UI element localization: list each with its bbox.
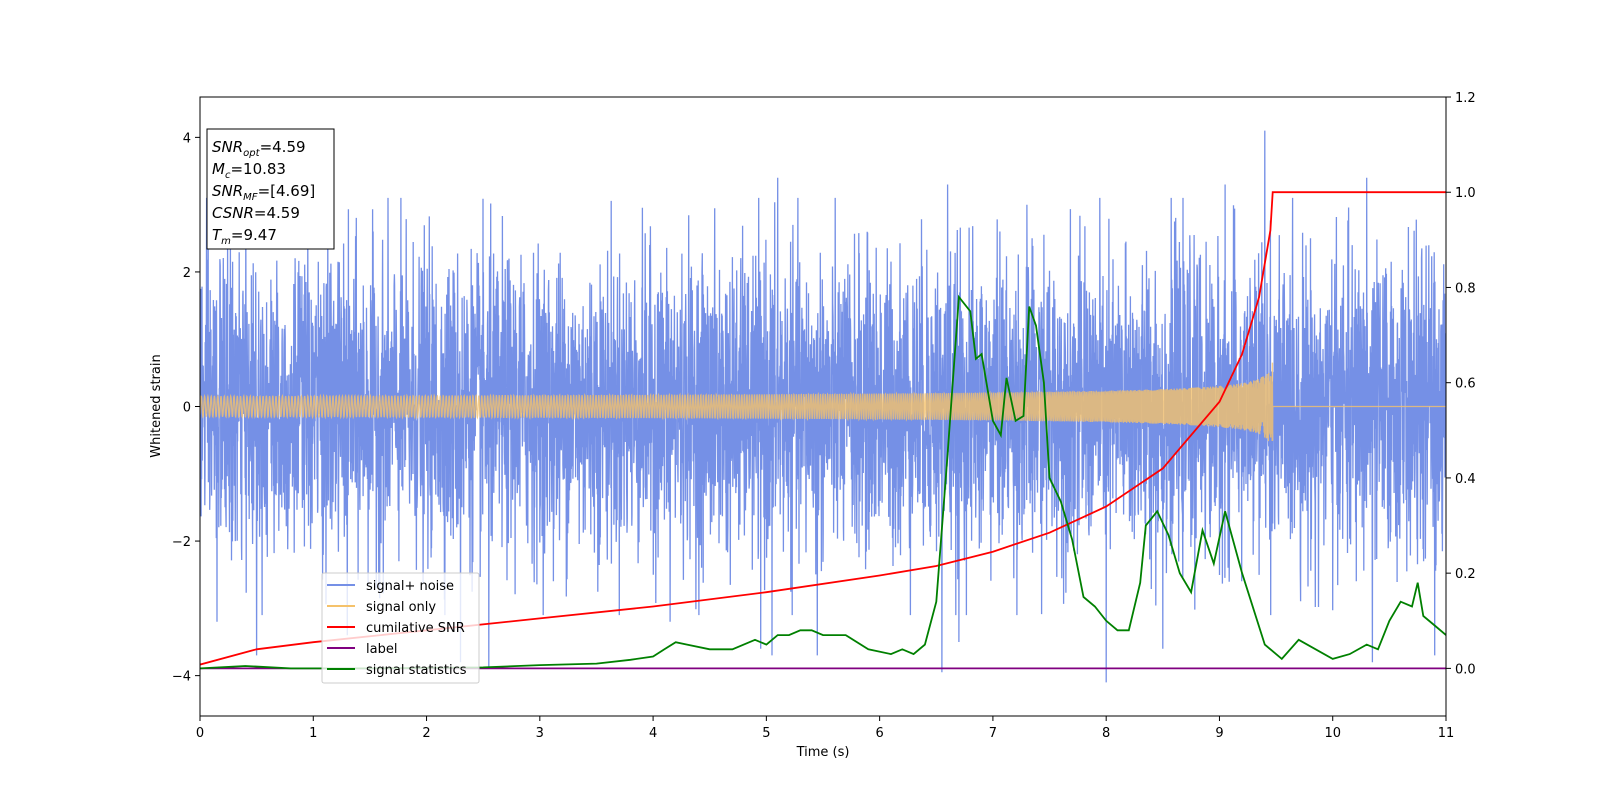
y-axis-left: −4 −2 0 2 4 [172,131,200,685]
x-tick-label: 7 [989,726,997,741]
y-tick-label: 0 [183,401,191,416]
legend: signal+ noise signal only cumilative SNR la… [321,572,480,684]
x-tick-label: 6 [875,726,883,741]
series-signal-only [200,362,1446,442]
y-axis-label: Whitened strain [149,354,164,457]
y-tick-label: 2 [183,266,191,281]
x-tick-label: 10 [1324,726,1341,741]
x-axis-label: Time (s) [796,745,850,760]
info-box: SNRopt=4.59Mc=10.83SNRMF=[4.69]CSNR=4.59… [206,128,335,250]
x-tick-label: 2 [422,726,430,741]
info-box-line: CSNR=4.59 [212,204,300,222]
x-tick-label: 3 [536,726,544,741]
legend-label: signal only [366,600,436,615]
x-tick-label: 4 [649,726,657,741]
y2-tick-label: 0.0 [1455,662,1476,677]
x-tick-label: 11 [1438,726,1455,741]
legend-label: signal statistics [366,663,467,678]
info-box-line: Mc=10.83 [212,160,286,181]
x-axis: 0 1 2 3 4 5 6 7 8 9 10 11 [196,716,1454,741]
x-tick-label: 5 [762,726,770,741]
y2-tick-label: 1.2 [1455,91,1476,106]
info-box-line: Tm=9.47 [212,226,277,247]
x-tick-label: 0 [196,726,204,741]
y2-tick-label: 0.6 [1455,377,1476,392]
legend-label: label [366,642,397,657]
y-tick-label: 4 [183,131,191,146]
series-signal-noise [200,130,1446,683]
series-signal-statistics [200,294,1446,670]
y2-tick-label: 0.4 [1455,472,1476,487]
info-box-line: SNRopt=4.59 [212,138,306,159]
x-tick-label: 8 [1102,726,1110,741]
y2-tick-label: 0.2 [1455,567,1476,582]
y-axis-right: 0.0 0.2 0.4 0.6 0.8 1.0 1.2 [1446,91,1476,677]
y-tick-label: −4 [172,670,191,685]
x-tick-label: 9 [1215,726,1223,741]
legend-label: signal+ noise [366,579,454,594]
y-tick-label: −2 [172,535,191,550]
x-tick-label: 1 [309,726,317,741]
legend-label: cumilative SNR [366,621,465,636]
y2-tick-label: 0.8 [1455,281,1476,296]
y2-tick-label: 1.0 [1455,186,1476,201]
info-box-line: SNRMF=[4.69] [212,182,315,203]
